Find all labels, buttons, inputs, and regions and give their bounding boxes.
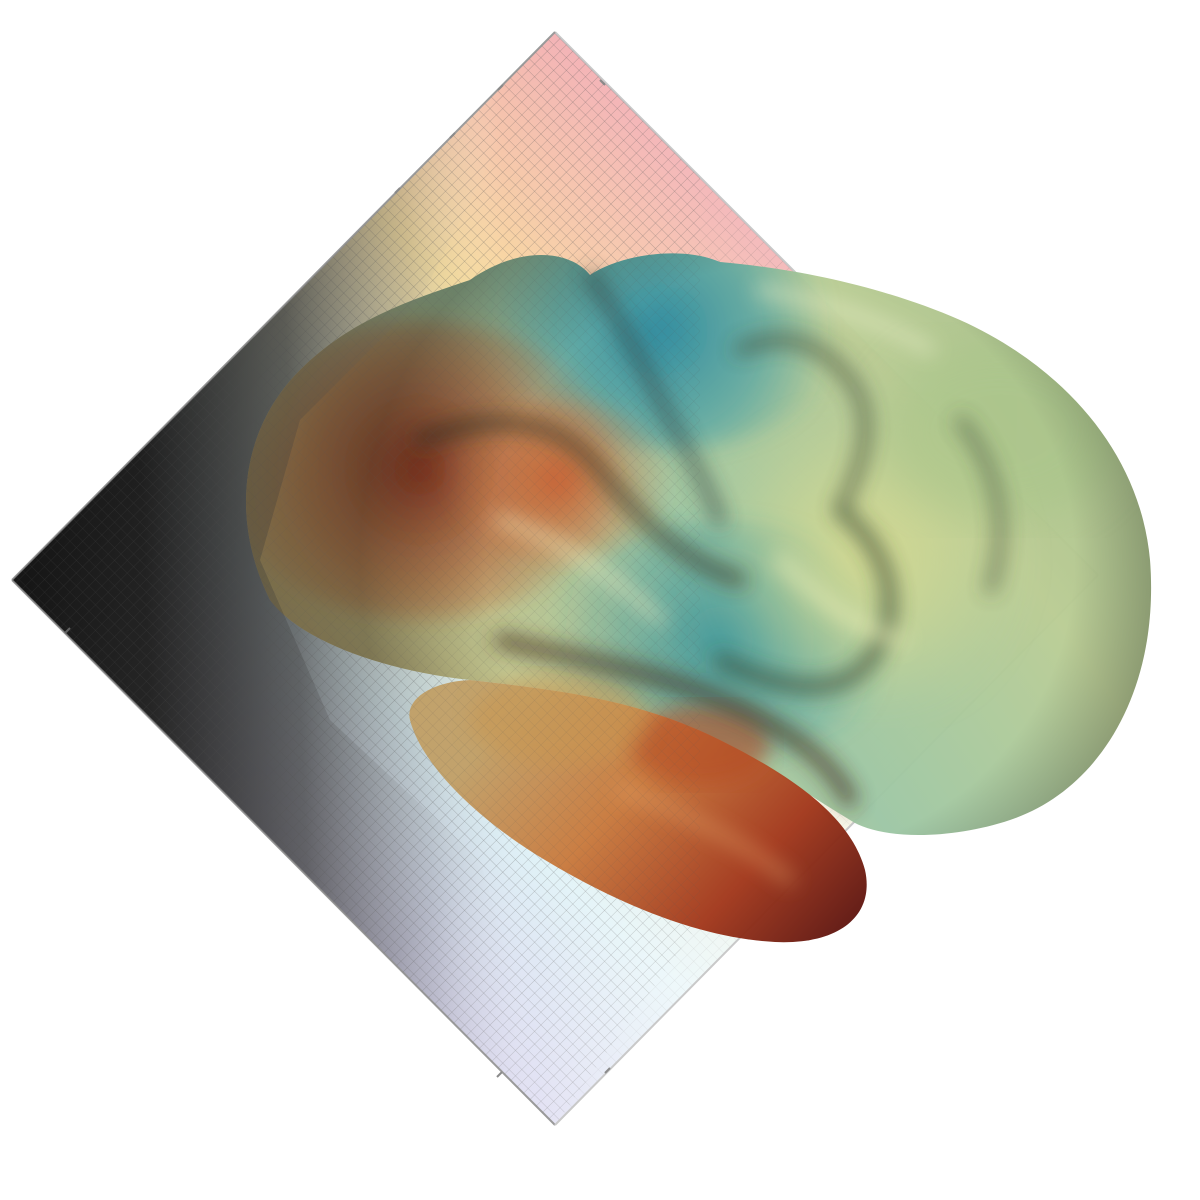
matrix-overlay-on-surface xyxy=(12,32,700,1125)
